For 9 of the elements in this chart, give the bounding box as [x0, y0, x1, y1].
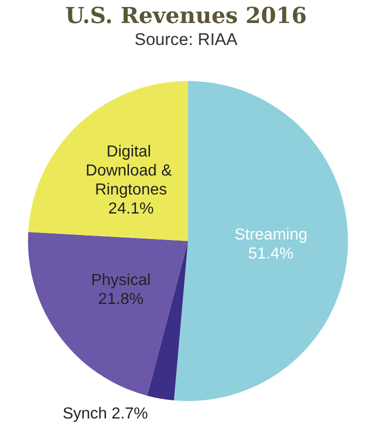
- slice-label: Physical: [91, 272, 151, 289]
- data-label: 51.4%: [248, 246, 294, 263]
- chart-title: U.S. Revenues 2016: [65, 3, 307, 29]
- data-label: 21.8%: [98, 290, 144, 308]
- data-label: 24.1%: [108, 200, 154, 218]
- slice-label: Digital Download & Ringtones: [86, 144, 176, 199]
- source-note: Source: RIAA: [134, 30, 238, 49]
- slice-label: Synch 2.7%: [62, 406, 148, 422]
- slice-label: Streaming: [234, 226, 308, 244]
